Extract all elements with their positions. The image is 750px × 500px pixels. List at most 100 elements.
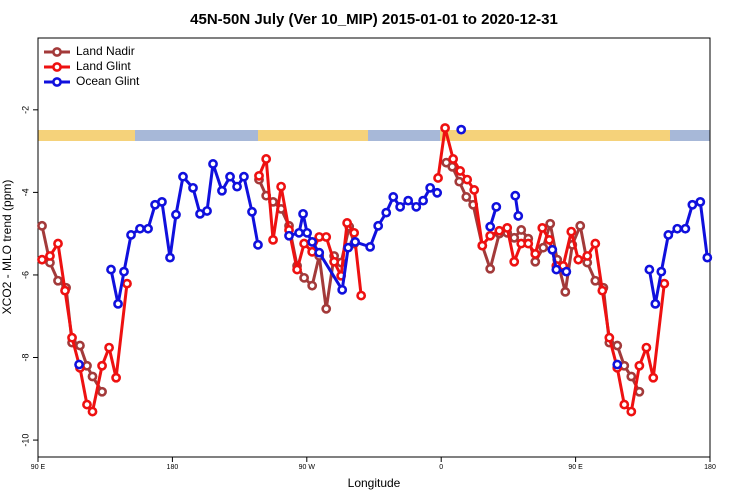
data-point <box>454 176 465 187</box>
data-point <box>650 298 661 309</box>
data-point <box>560 286 571 297</box>
y-tick-label: -4 <box>20 188 30 196</box>
data-point <box>253 239 263 250</box>
data-point <box>509 232 520 243</box>
data-point <box>254 170 264 181</box>
data-point <box>373 220 384 231</box>
data-point <box>97 386 107 397</box>
data-point <box>307 237 318 247</box>
data-point <box>388 192 399 202</box>
data-point <box>659 278 670 289</box>
data-point <box>208 159 218 169</box>
data-point <box>513 211 524 221</box>
data-point <box>644 264 655 275</box>
data-point <box>225 171 235 182</box>
data-point <box>298 208 308 219</box>
data-point <box>455 166 466 176</box>
data-point <box>294 227 304 238</box>
data-point <box>538 242 549 253</box>
data-point <box>656 266 667 277</box>
data-point <box>695 196 706 207</box>
data-point <box>433 173 443 183</box>
data-point <box>104 342 114 353</box>
data-point <box>87 406 98 417</box>
data-point <box>544 234 555 245</box>
data-point <box>53 275 63 286</box>
data-point <box>510 190 521 201</box>
data-point <box>37 220 47 231</box>
data-point <box>561 266 572 277</box>
data-point <box>87 371 98 382</box>
data-point <box>485 263 496 274</box>
data-point <box>342 218 353 228</box>
data-point <box>37 254 47 265</box>
data-point <box>232 181 242 192</box>
data-point <box>663 230 674 240</box>
data-point <box>403 195 414 206</box>
data-point <box>612 359 623 370</box>
data-point <box>411 201 422 212</box>
data-point <box>575 220 586 231</box>
data-point <box>516 225 527 235</box>
data-point <box>349 227 360 238</box>
plot-frame <box>37 37 711 458</box>
data-point <box>356 290 367 301</box>
data-point <box>45 251 55 261</box>
data-point <box>551 264 562 275</box>
data-point <box>284 230 294 241</box>
data-point <box>582 251 593 261</box>
data-point <box>268 234 278 245</box>
data-point <box>75 340 85 351</box>
data-point <box>573 254 584 265</box>
legend-label: Land Glint <box>76 59 131 73</box>
data-point <box>448 154 459 164</box>
data-point <box>634 386 645 397</box>
data-point <box>672 223 683 234</box>
data-point <box>509 256 520 267</box>
data-point <box>545 218 556 229</box>
x-tick-label: 0 <box>439 464 443 471</box>
data-point <box>491 201 502 212</box>
data-point <box>612 340 623 351</box>
data-point <box>687 199 698 210</box>
data-point <box>566 226 577 237</box>
data-point <box>462 174 473 185</box>
data-point <box>302 227 312 238</box>
data-point <box>381 207 392 218</box>
legend-label: Land Nadir <box>76 44 135 58</box>
data-point <box>299 238 310 249</box>
data-point <box>456 124 467 135</box>
data-point <box>126 230 136 240</box>
data-point <box>597 285 608 296</box>
data-point <box>350 237 361 247</box>
data-point <box>702 252 713 263</box>
data-point <box>395 201 406 212</box>
data-point <box>321 232 332 242</box>
data-point <box>604 332 615 343</box>
data-point <box>523 238 534 249</box>
data-point <box>111 372 122 383</box>
y-tick-label: -10 <box>20 434 30 447</box>
data-point <box>97 360 107 371</box>
x-tick-label: 90 W <box>299 464 316 471</box>
data-point <box>74 359 84 370</box>
data-point <box>440 123 450 133</box>
data-point <box>590 275 601 286</box>
y-axis-label: XCO2 - MLO trend (ppm) <box>0 180 14 315</box>
data-point <box>82 399 92 410</box>
x-tick-label: 180 <box>704 464 716 471</box>
data-point <box>530 248 541 259</box>
data-point <box>292 264 302 275</box>
data-point <box>106 264 116 275</box>
data-point <box>634 360 645 371</box>
data-point <box>247 206 257 217</box>
data-point <box>648 372 659 383</box>
data-point <box>202 206 212 216</box>
data-point <box>165 252 175 263</box>
legend-marker <box>52 47 62 57</box>
data-point <box>641 342 652 353</box>
y-tick-label: -2 <box>20 106 30 114</box>
data-point <box>680 223 691 234</box>
data-point <box>343 242 354 253</box>
